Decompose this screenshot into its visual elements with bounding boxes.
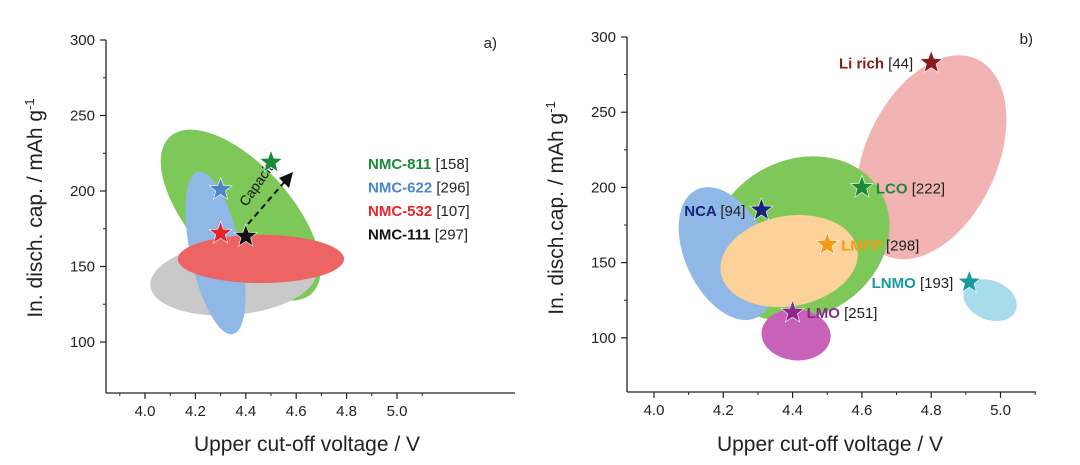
legend-name: NMC-811 [368,156,436,173]
panel-b-region-lmfp [720,215,858,308]
legend-name: NMC-111 [368,227,435,244]
panel-a-xtick-label: 4.4 [235,403,256,420]
panel-b-xtick-label: 4.0 [644,402,665,419]
panel-b-regions [678,55,1017,361]
panel-b-ylabel: In. disch.cap. / mAh g-1 [543,101,568,315]
label-ref: [222] [912,180,945,197]
label-lmo: LMO [251] [807,305,878,322]
panel-a-markers [208,149,284,247]
panel-a-ytick-label: 100 [70,334,95,351]
panel-a-ylabel: In. disch. cap. / mAh g-1 [22,98,47,317]
panel-b-region-lnmo [963,279,1017,322]
legend-name: NMC-532 [368,203,436,220]
panel-b-labels: Li rich [44]LCO [222]NCA [94]LMFP [298]L… [684,56,953,323]
legend-entry-nmc-111: NMC-111 [297] [368,227,468,244]
panel-b-star-lnmo [957,269,982,293]
panel-b-xtick-label: 4.6 [851,402,872,419]
panel-a-xlabel: Upper cut-off voltage / V [194,433,420,456]
capacity-arrow-head [279,172,293,188]
label-ref: [193] [920,275,953,292]
label-name: LMO [807,305,845,322]
panel-b-star-lmfp [814,231,840,256]
panel-a-ytick-label: 150 [70,259,95,276]
panel-a-ytick-label: 300 [70,32,95,49]
panel-a-xtick-label: 4.0 [135,403,156,420]
legend-name: NMC-622 [368,180,436,197]
panel-a-xtick-label: 5.0 [387,403,408,420]
panel-b-label: b) [1020,31,1033,48]
panel-b-ytick-label: 300 [591,29,616,46]
panel-b-xtick-label: 4.2 [713,402,734,419]
legend-ref: [297] [435,227,468,244]
legend-entry-nmc-811: NMC-811 [158] [368,156,469,173]
panel-a-ytick-label: 200 [70,183,95,200]
label-ref: [44] [888,56,913,73]
panel-b-xtick-label: 4.8 [921,402,942,419]
panel-b-ytick-label: 150 [591,255,616,272]
panel-b-star-nca [749,197,774,221]
panel-a-star-nmc-811 [258,149,284,173]
label-lco: LCO [222] [876,180,945,197]
panel-b-region-li-rich [856,55,1007,260]
panel-a-xtick-label: 4.2 [185,403,206,420]
panel-b-ytick-label: 100 [591,330,616,347]
label-name: LCO [876,180,912,197]
legend-entry-nmc-622: NMC-622 [296] [368,180,470,197]
legend-ref: [158] [436,156,469,173]
panel-a-star-nmc-532 [208,220,233,244]
label-ref: [94] [720,203,745,220]
legend-entry-nmc-532: NMC-532 [107] [368,203,470,220]
label-ref: [251] [844,305,877,322]
panel-b: 100 150 200 250 300 4.0 4.2 4.4 4.6 4.8 5.0 Li ric… [543,29,1036,456]
label-lnmo: LNMO [193] [872,275,954,292]
panel-a-label: a) [484,35,497,52]
panel-b-xtick-label: 4.4 [782,402,803,419]
panel-b-axes: 100 150 200 250 300 4.0 4.2 4.4 4.6 4.8 5.0 [591,29,1036,419]
panel-b-xtick-label: 5.0 [990,402,1011,419]
label-ref: [298] [886,238,919,255]
panel-a-ytick-label: 250 [70,108,95,125]
panel-a-region-nmc-532 [177,234,345,284]
panel-b-star-li-rich [918,49,944,73]
panel-a-axes: 100 150 200 250 300 4.0 4.2 4.4 4.6 4.8 5.0 [70,32,515,420]
label-lmfp: LMFP [298] [841,238,919,255]
panel-b-star-lmo [780,299,805,323]
panel-a-legend: NMC-811 [158]NMC-622 [296]NMC-532 [107]N… [368,156,470,244]
panel-a-xtick-label: 4.8 [336,403,357,420]
panel-b-star-lco [849,174,875,198]
label-name: LMFP [841,238,886,255]
panel-b-markers [749,49,982,323]
label-name: NCA [684,203,720,220]
panel-b-region-lmo [761,309,831,361]
legend-ref: [296] [436,180,469,197]
panel-a-star-nmc-622 [208,176,233,200]
panel-b-ytick-label: 200 [591,179,616,196]
panel-b-xlabel: Upper cut-off voltage / V [717,433,943,456]
label-name: LNMO [872,275,920,292]
panel-a-regions [150,129,345,335]
legend-ref: [107] [436,203,469,220]
label-name: Li rich [839,56,888,73]
label-nca: NCA [94] [684,203,745,220]
panel-b-ytick-label: 250 [591,104,616,121]
label-li-rich: Li rich [44] [839,56,913,73]
panel-a-star-nmc-111 [233,223,259,247]
panel-a-xtick-label: 4.6 [286,403,307,420]
